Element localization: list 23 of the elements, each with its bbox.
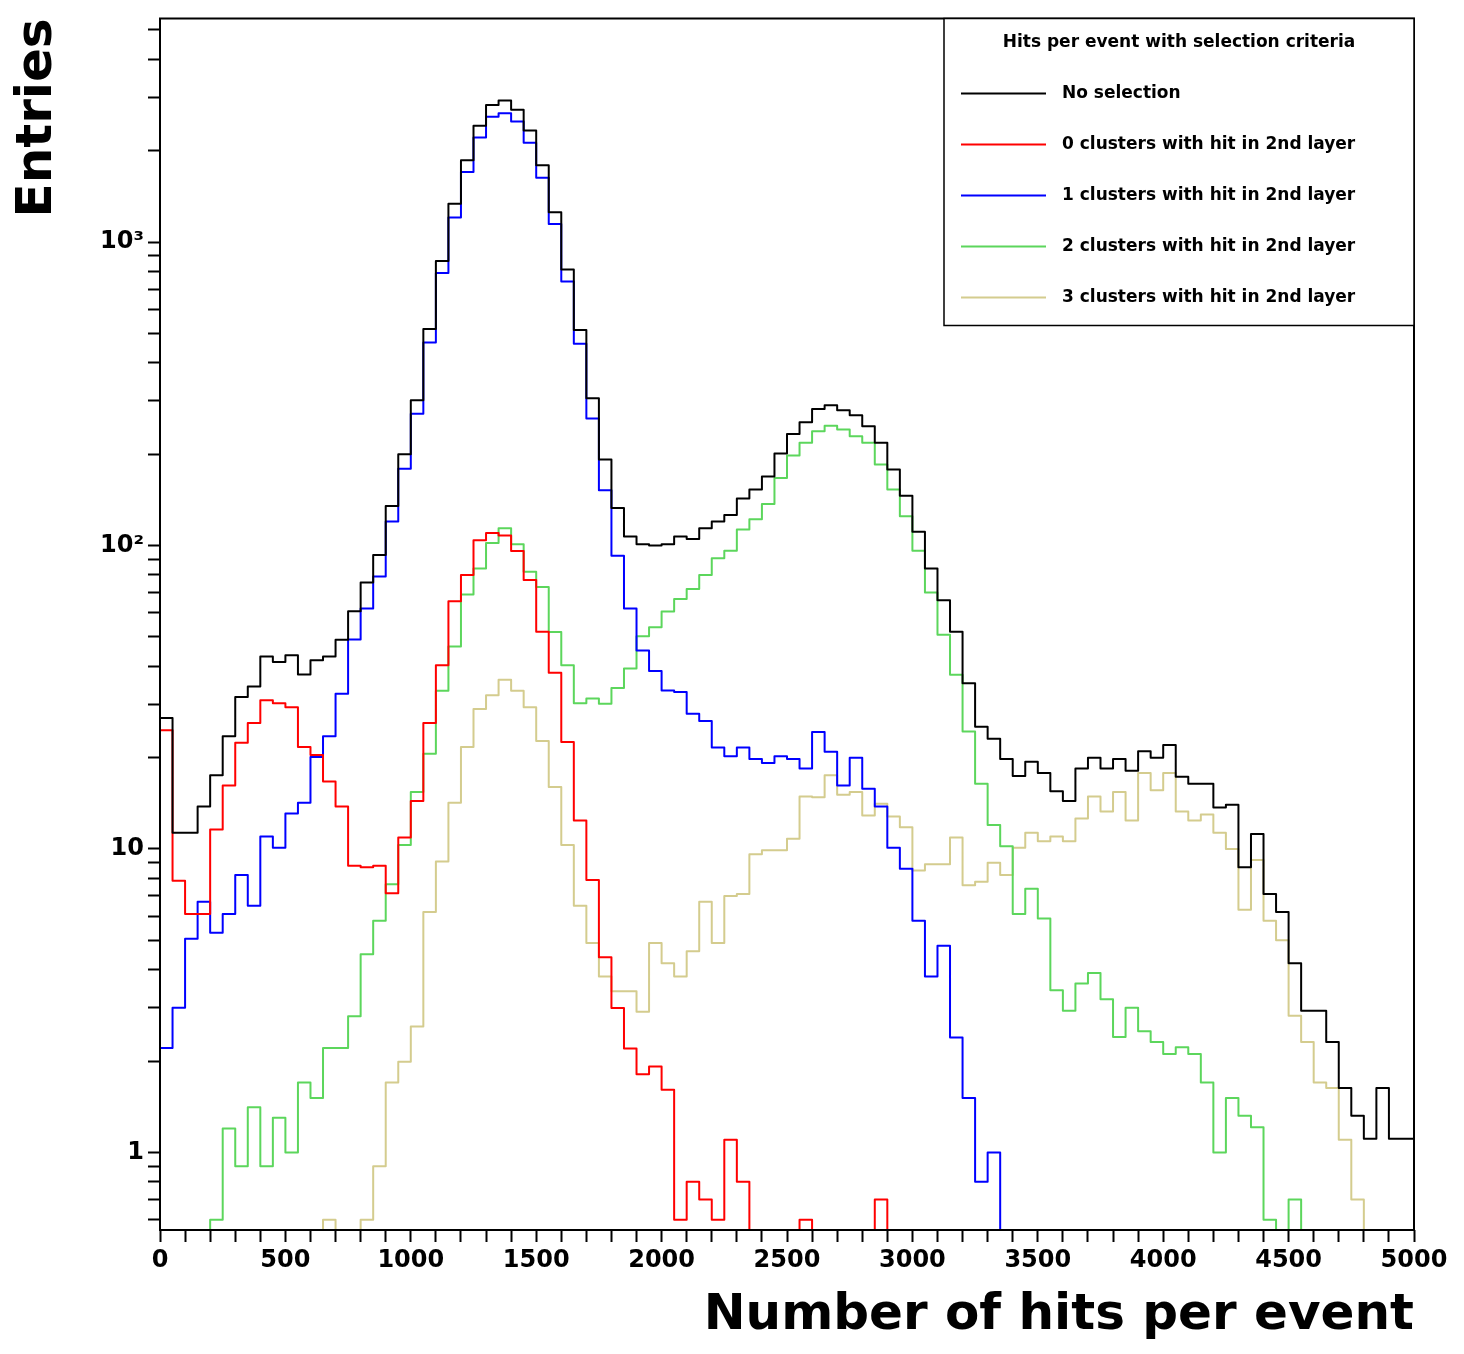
x-tick-label: 4500 — [1255, 1244, 1322, 1273]
legend-label: 1 clusters with hit in 2nd layer — [1062, 183, 1356, 204]
x-tick-label: 1500 — [502, 1244, 570, 1273]
x-tick-label: 0 — [151, 1244, 169, 1273]
y-tick-label: 10 — [110, 833, 144, 862]
legend-label: 0 clusters with hit in 2nd layer — [1062, 132, 1356, 153]
x-axis-title: Number of hits per event — [703, 1282, 1414, 1341]
legend-label: 3 clusters with hit in 2nd layer — [1062, 285, 1356, 306]
y-tick-label: 1 — [127, 1136, 144, 1165]
legend-title: Hits per event with selection criteria — [1002, 30, 1356, 51]
x-tick-label: 4000 — [1129, 1244, 1197, 1273]
x-tick-label: 2000 — [628, 1244, 695, 1273]
legend-label: 2 clusters with hit in 2nd layer — [1062, 234, 1356, 255]
x-tick-label: 3000 — [879, 1244, 946, 1273]
x-tick-label: 500 — [260, 1244, 311, 1273]
y-tick-label: 10² — [100, 529, 144, 558]
y-tick-label: 10³ — [100, 226, 144, 255]
x-tick-label: 2500 — [753, 1244, 821, 1273]
y-axis-title: Entries — [4, 18, 63, 218]
x-tick-label: 5000 — [1380, 1244, 1448, 1273]
x-tick-label: 3500 — [1004, 1244, 1072, 1273]
legend-label: No selection — [1062, 81, 1181, 102]
x-tick-label: 1000 — [377, 1244, 445, 1273]
